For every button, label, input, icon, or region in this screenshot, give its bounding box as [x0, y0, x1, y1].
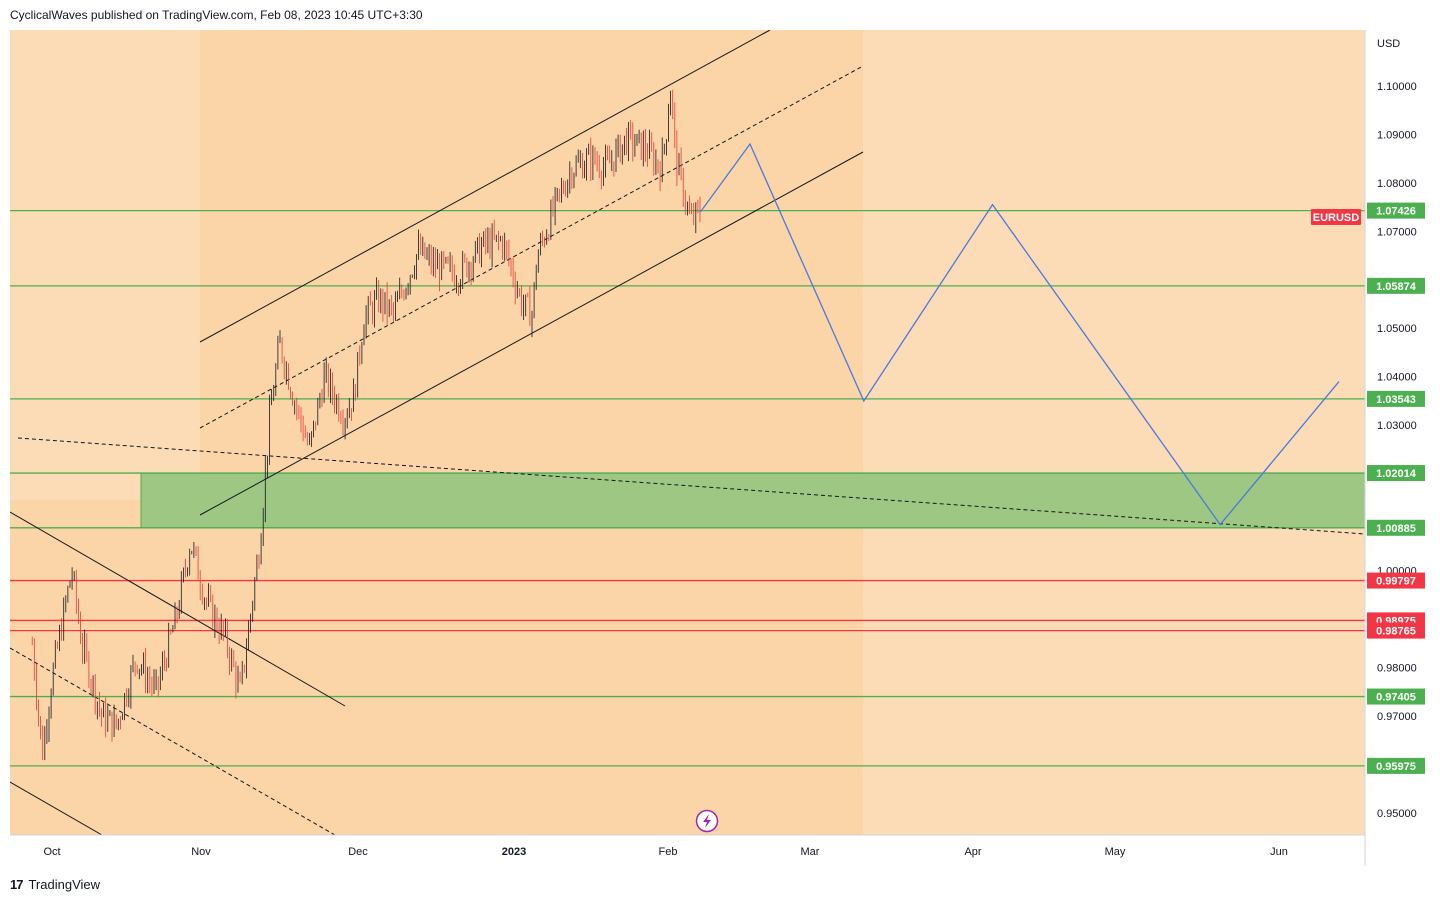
down-channel-lower	[10, 781, 103, 835]
price-tick-3: 1.07000	[1377, 226, 1417, 238]
time-tick-4: Feb	[659, 846, 678, 858]
level-badge-9	[1367, 622, 1425, 639]
level-badge-label-1: 1.05874	[1376, 281, 1417, 293]
level-badge-0	[1367, 202, 1425, 219]
price-tick-9: 0.97000	[1377, 711, 1417, 723]
level-badge-label-2: 1.03543	[1376, 394, 1416, 406]
price-tick-6: 1.03000	[1377, 420, 1417, 432]
level-badge-label-7: 0.99797	[1376, 576, 1416, 588]
level-badge-7	[1367, 572, 1425, 589]
level-badge-label-5: 0.97405	[1376, 692, 1416, 704]
up-channel-upper	[199, 30, 771, 343]
price-axis-ticks: 1.10000 1.09000 1.08000 1.07000 1.05000 1.040…	[1377, 81, 1417, 820]
price-tick-5: 1.04000	[1377, 372, 1417, 384]
level-badge-label-3: 1.02014	[1376, 468, 1417, 480]
time-tick-2: Dec	[348, 846, 368, 858]
demand-zone	[140, 472, 1365, 529]
level-badge-label-6: 0.95975	[1376, 761, 1416, 773]
price-tick-8: 0.98000	[1377, 663, 1417, 675]
time-tick-6: Apr	[964, 846, 981, 858]
level-badge-5	[1367, 688, 1425, 705]
level-badge-3	[1367, 465, 1425, 482]
time-tick-0: Oct	[43, 846, 60, 858]
price-tick-2: 1.08000	[1377, 178, 1417, 190]
level-badge-1	[1367, 277, 1425, 294]
down-channel-shade	[10, 500, 345, 835]
price-badges: 1.07426 1.05874 1.03543 1.02014 1.00885 0.974…	[1367, 202, 1425, 774]
level-badge-2	[1367, 390, 1425, 407]
long-dashed-trendline	[17, 437, 1365, 535]
candle-series	[31, 89, 701, 761]
currency-label: USD	[1377, 38, 1400, 50]
projection-path	[699, 142, 1340, 526]
time-tick-8: Jun	[1270, 846, 1288, 858]
price-tick-0: 1.10000	[1377, 81, 1417, 93]
symbol-badge	[1311, 209, 1361, 225]
footer: 17 TradingView	[10, 877, 100, 892]
price-tick-1: 1.09000	[1377, 129, 1417, 141]
tradingview-logo-icon: 17	[10, 877, 24, 892]
price-tick-4: 1.05000	[1377, 323, 1417, 335]
level-badge-label-0: 1.07426	[1376, 206, 1416, 218]
lightning-icon[interactable]	[695, 809, 719, 833]
time-tick-7: May	[1105, 846, 1126, 858]
level-badge-label-4: 1.00885	[1376, 523, 1416, 535]
footer-brand: TradingView	[28, 877, 101, 892]
level-badge-4	[1367, 519, 1425, 536]
price-tick-10: 0.95000	[1377, 808, 1417, 820]
symbol-badge-label: EURUSD	[1313, 212, 1360, 224]
time-tick-5: Mar	[801, 846, 820, 858]
time-tick-3: 2023	[502, 846, 526, 858]
publish-header: CyclicalWaves published on TradingView.c…	[10, 8, 423, 22]
level-badge-6	[1367, 757, 1425, 774]
time-axis-ticks: Oct Nov Dec 2023 Feb Mar Apr May Jun	[43, 846, 1287, 858]
up-channel-lower	[199, 151, 864, 516]
time-tick-1: Nov	[191, 846, 211, 858]
level-badge-label-9: 0.98765	[1376, 626, 1416, 638]
